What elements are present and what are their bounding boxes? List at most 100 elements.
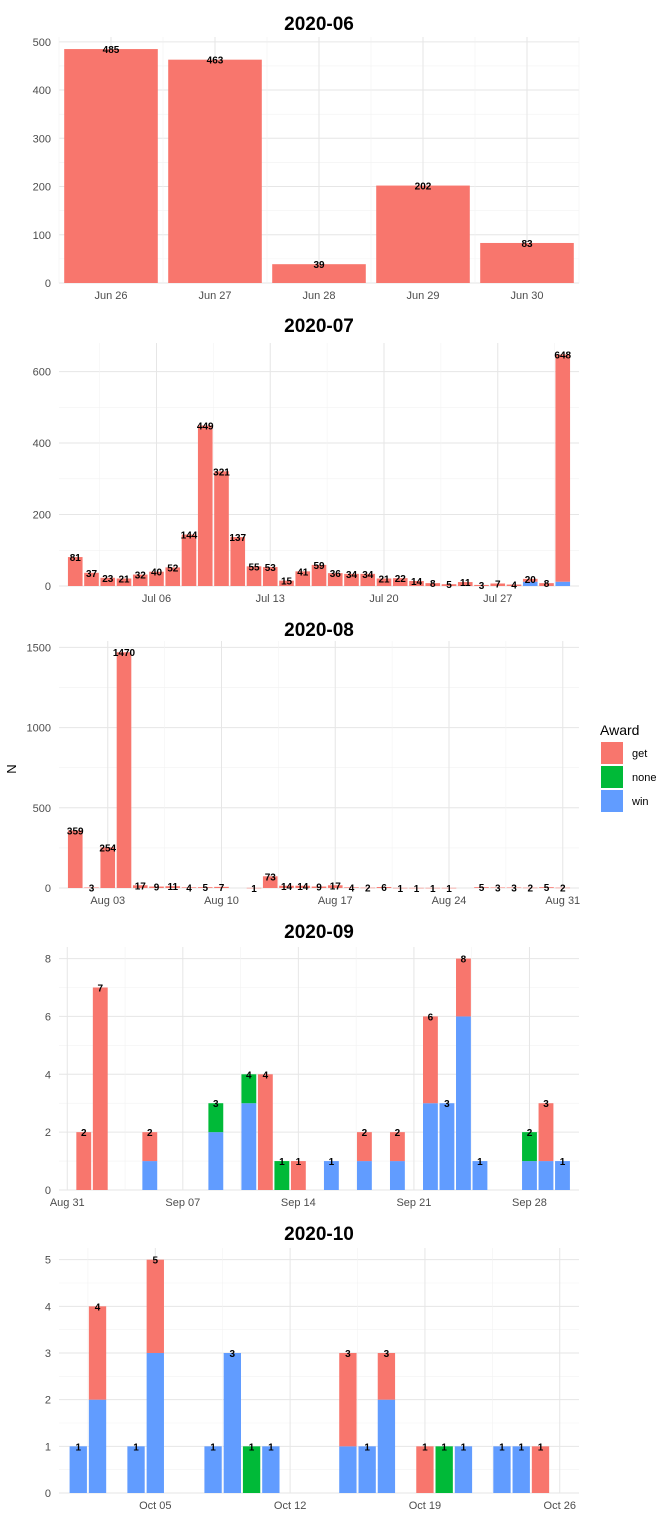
- y-tick-label: 500: [33, 37, 51, 49]
- bar-segment-get: [230, 537, 246, 586]
- data-label: 1: [560, 1157, 566, 1168]
- data-label: 1: [249, 1442, 255, 1453]
- data-label: 3: [444, 1099, 450, 1110]
- data-label: 1: [397, 884, 403, 895]
- data-label: 3: [479, 581, 485, 592]
- data-label: 321: [213, 467, 230, 478]
- data-label: 81: [70, 553, 82, 564]
- data-label: 4: [186, 883, 192, 894]
- data-label: 8: [544, 579, 550, 590]
- bar-segment-win: [439, 1103, 455, 1190]
- bar-segment-none: [274, 1161, 290, 1190]
- data-label: 21: [118, 574, 130, 585]
- data-label: 4: [246, 1070, 252, 1081]
- bar-segment-get: [311, 564, 327, 586]
- bar-segment-get: [100, 577, 116, 586]
- bar-segment-get: [441, 584, 457, 586]
- legend: Award get none win: [600, 722, 656, 812]
- y-tick-label: 0: [45, 1488, 51, 1500]
- y-tick-label: 0: [45, 1185, 51, 1197]
- data-label: 1: [251, 884, 257, 895]
- bar-segment-get: [279, 885, 294, 888]
- chart-panel-2020-08: 2020-08 0 500 1000 1500 Aug 03 Aug 10 Aug 17 Aug…: [27, 620, 581, 907]
- data-label: 4: [263, 1070, 269, 1081]
- data-label: 1: [75, 1442, 81, 1453]
- bar-segment-get: [116, 652, 132, 888]
- panel-title: 2020-09: [284, 922, 354, 943]
- data-label: 41: [297, 567, 309, 578]
- data-label: 485: [103, 45, 120, 56]
- y-tick-label: 1500: [27, 642, 51, 654]
- bar-segment-win: [339, 1446, 357, 1493]
- bar-segment-get: [116, 578, 132, 586]
- bar-segment-get: [389, 1132, 405, 1162]
- data-label: 22: [395, 574, 407, 585]
- bar-segment-win: [146, 1353, 164, 1493]
- data-label: 21: [378, 574, 390, 585]
- data-label: 36: [330, 569, 342, 580]
- y-tick-label: 600: [33, 367, 51, 379]
- data-label: 3: [345, 1349, 351, 1360]
- bar-segment-win: [241, 1103, 257, 1190]
- data-label: 53: [265, 563, 277, 574]
- legend-item-win: win: [601, 790, 649, 812]
- bar-segment-get: [457, 582, 473, 586]
- data-label: 1: [414, 884, 420, 895]
- bar-segment-get: [539, 887, 554, 888]
- data-label: 3: [543, 1099, 549, 1110]
- data-label: 1: [422, 1442, 428, 1453]
- data-label: 359: [67, 826, 84, 837]
- data-label: 1: [446, 884, 452, 895]
- bar-segment-win: [456, 1016, 471, 1190]
- bar-segment-get: [146, 1259, 164, 1353]
- data-label: 1: [477, 1157, 483, 1168]
- bar-segment-get: [290, 1161, 306, 1190]
- data-label: 3: [511, 884, 517, 895]
- panel-title: 2020-10: [284, 1224, 354, 1245]
- bar-segment-get: [339, 1353, 357, 1447]
- x-tick-label: Aug 24: [432, 895, 467, 907]
- bar-segment-get: [344, 887, 359, 888]
- bar-segment-none: [522, 1132, 537, 1162]
- bar-segment-win: [454, 1446, 473, 1493]
- bar-segment-get: [522, 887, 538, 889]
- legend-label-none: none: [632, 772, 656, 784]
- bar-segment-win: [356, 1161, 372, 1190]
- bar-segment-get: [522, 578, 538, 582]
- bar-segment-win: [555, 581, 571, 586]
- y-tick-label: 0: [45, 581, 51, 593]
- data-label: 39: [313, 260, 325, 271]
- bar-segment-get: [474, 584, 489, 586]
- bar-segment-get: [506, 584, 522, 586]
- data-label: 2: [527, 1128, 533, 1139]
- bar-segment-get: [181, 534, 197, 586]
- data-label: 8: [430, 579, 436, 590]
- data-label: 11: [167, 882, 178, 893]
- data-label: 137: [229, 533, 246, 544]
- bar-segment-get: [295, 885, 311, 888]
- x-tick-label: Sep 07: [165, 1197, 200, 1209]
- bar-segment-win: [127, 1446, 145, 1493]
- bar-segment-win: [69, 1446, 87, 1493]
- data-label: 1: [441, 1442, 447, 1453]
- bar-segment-win: [555, 1161, 570, 1190]
- data-label: 17: [330, 881, 342, 892]
- bar-segment-get: [76, 1132, 92, 1190]
- y-tick-label: 4: [45, 1301, 51, 1313]
- legend-item-none: none: [601, 766, 656, 788]
- y-tick-label: 200: [33, 182, 51, 194]
- y-tick-label: 300: [33, 133, 51, 145]
- panel-title: 2020-08: [284, 620, 354, 641]
- bar-segment-get: [311, 886, 327, 888]
- data-label: 52: [167, 563, 179, 574]
- data-label: 1: [364, 1442, 370, 1453]
- x-tick-label: Aug 17: [318, 895, 353, 907]
- bar-segment-get: [84, 887, 99, 889]
- bar-segment-get: [456, 958, 471, 1017]
- x-tick-label: Aug 31: [545, 895, 580, 907]
- data-label: 202: [415, 182, 432, 193]
- bar-segment-get: [197, 887, 213, 888]
- bar-segment-get: [149, 886, 164, 888]
- data-label: 3: [495, 884, 501, 895]
